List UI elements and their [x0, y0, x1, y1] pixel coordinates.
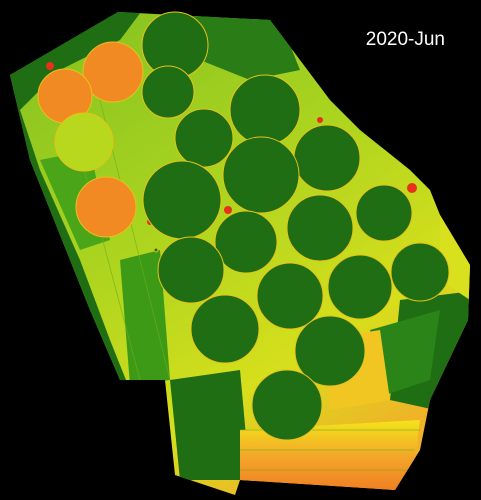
pivot-field: [174, 108, 234, 168]
pivot-field: [293, 124, 361, 192]
pivot-field: [222, 136, 300, 214]
pivot-field: [54, 112, 114, 172]
pivot-field: [251, 369, 323, 441]
pivot-field: [327, 254, 393, 320]
pivot-field: [142, 160, 222, 240]
pivot-field: [157, 236, 225, 304]
pivot-field: [75, 176, 137, 238]
pivot-field: [390, 242, 450, 302]
pivot-field: [256, 262, 324, 330]
pivot-field: [141, 65, 195, 119]
pivot-field: [286, 194, 354, 262]
pivot-field: [153, 247, 159, 253]
pivot-field: [229, 74, 301, 146]
pivot-field: [294, 315, 366, 387]
date-label: 2020-Jun: [366, 29, 445, 50]
pivot-field: [355, 184, 413, 242]
pivot-field: [190, 294, 260, 364]
pivot-field: [214, 210, 278, 274]
pivot-field: [82, 41, 144, 103]
pivot-fields: [37, 11, 450, 441]
